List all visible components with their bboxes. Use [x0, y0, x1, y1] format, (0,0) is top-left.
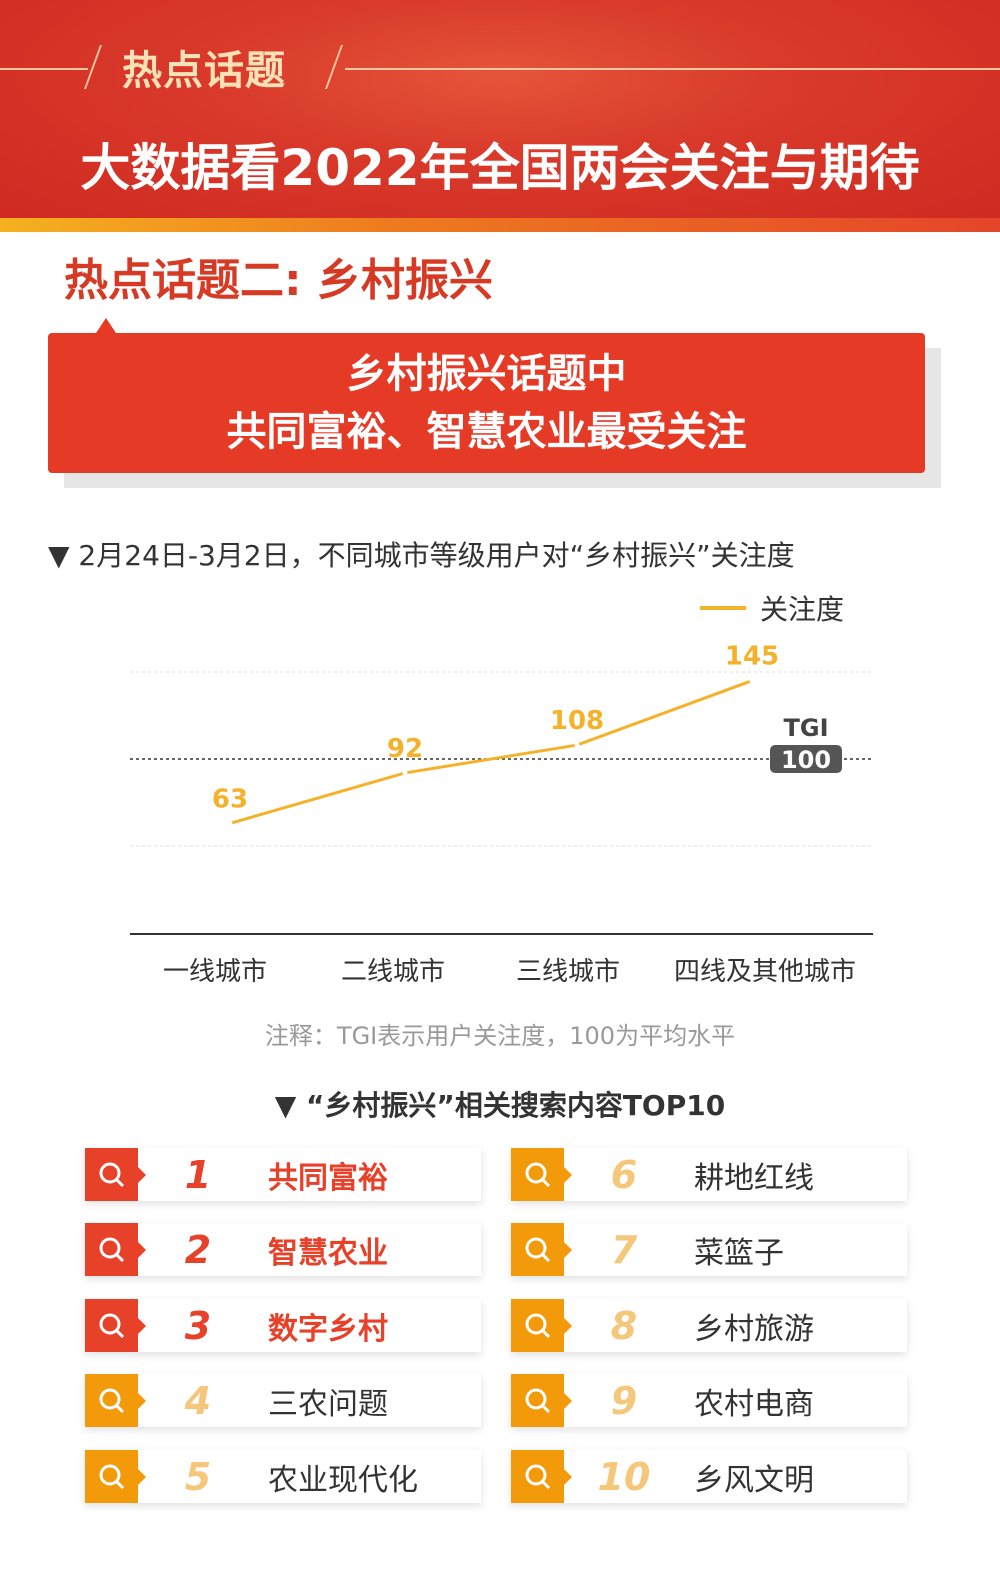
line-chart: 63 92 108 145 TGI 100 一线城市 二线城市 三线城市 四线及其他城市	[130, 642, 873, 987]
rank-number: 4	[184, 1378, 212, 1423]
rank-number: 1	[184, 1152, 212, 1197]
reference-label: TGI	[784, 714, 829, 742]
search-icon	[511, 1374, 572, 1427]
legend-swatch	[700, 606, 746, 610]
search-term: 菜篮子	[694, 1235, 784, 1271]
search-item[interactable]: 6 耕地红线	[511, 1148, 907, 1201]
reference-value: 100	[781, 746, 831, 774]
header-stripe	[0, 218, 1000, 232]
rank-number: 7	[610, 1227, 638, 1272]
search-item[interactable]: 4 三农问题	[85, 1374, 481, 1427]
top10-title: ▼ “乡村振兴”相关搜索内容TOP10	[274, 1089, 726, 1122]
search-term: 智慧农业	[268, 1235, 388, 1271]
rank-number: 8	[610, 1303, 638, 1348]
search-icon	[85, 1299, 146, 1352]
search-term: 农业现代化	[268, 1462, 418, 1498]
search-term: 共同富裕	[268, 1160, 388, 1196]
x-tick-label: 四线及其他城市	[674, 957, 856, 987]
x-tick-label: 二线城市	[341, 957, 445, 987]
search-item[interactable]: 2 智慧农业	[85, 1223, 481, 1276]
search-icon	[85, 1374, 146, 1427]
data-label: 63	[212, 784, 248, 814]
x-tick-label: 一线城市	[163, 957, 267, 987]
reference-badge	[770, 745, 842, 773]
section-heading: 热点话题二: 乡村振兴	[64, 255, 493, 306]
callout-line: 共同富裕、智慧农业最受关注	[226, 409, 747, 455]
rank-number: 3	[184, 1303, 212, 1348]
data-label: 92	[387, 734, 423, 764]
rank-number: 6	[610, 1152, 638, 1197]
callout-box: 乡村振兴话题中 共同富裕、智慧农业最受关注	[48, 333, 925, 473]
divider	[345, 68, 1000, 70]
data-point	[227, 820, 233, 826]
search-item[interactable]: 7 菜篮子	[511, 1223, 907, 1276]
search-term: 耕地红线	[694, 1160, 814, 1196]
kicker: 热点话题	[122, 48, 286, 94]
legend-label: 关注度	[760, 593, 845, 626]
rank-number: 2	[184, 1227, 212, 1272]
search-item[interactable]: 1 共同富裕	[85, 1148, 481, 1201]
data-point	[402, 770, 408, 776]
callout-pointer	[96, 318, 116, 333]
search-term: 三农问题	[268, 1386, 388, 1422]
series-line	[229, 679, 753, 825]
search-icon	[85, 1450, 146, 1503]
divider	[0, 68, 88, 70]
search-term: 农村电商	[694, 1386, 814, 1422]
search-term: 数字乡村	[268, 1311, 388, 1347]
chart-title: ▼ 2月24日-3月2日，不同城市等级用户对“乡村振兴”关注度	[48, 539, 795, 572]
chart-note: 注释：TGI表示用户关注度，100为平均水平	[264, 1022, 736, 1050]
header-banner	[0, 0, 1000, 218]
x-tick-label: 三线城市	[516, 957, 620, 987]
search-icon	[85, 1223, 146, 1276]
search-item[interactable]: 5 农业现代化	[85, 1450, 481, 1503]
page-title: 大数据看2022年全国两会关注与期待	[80, 139, 920, 197]
search-icon	[511, 1299, 572, 1352]
data-label: 108	[550, 706, 604, 736]
search-icon	[511, 1223, 572, 1276]
search-item[interactable]: 8 乡村旅游	[511, 1299, 907, 1352]
chart-legend: 关注度	[700, 588, 844, 628]
search-item[interactable]: 10 乡风文明	[511, 1450, 907, 1503]
data-point	[574, 742, 580, 748]
data-label: 145	[725, 642, 779, 672]
rank-number: 9	[610, 1378, 638, 1423]
search-icon	[511, 1148, 572, 1201]
search-icon	[85, 1148, 146, 1201]
search-icon	[511, 1450, 572, 1503]
rank-number: 10	[597, 1454, 651, 1499]
search-term: 乡风文明	[694, 1462, 814, 1498]
search-item[interactable]: 3 数字乡村	[85, 1299, 481, 1352]
data-point	[749, 678, 755, 684]
callout-line: 乡村振兴话题中	[346, 351, 627, 397]
rank-number: 5	[184, 1454, 212, 1499]
search-term: 乡村旅游	[694, 1311, 814, 1347]
search-item[interactable]: 9 农村电商	[511, 1374, 907, 1427]
